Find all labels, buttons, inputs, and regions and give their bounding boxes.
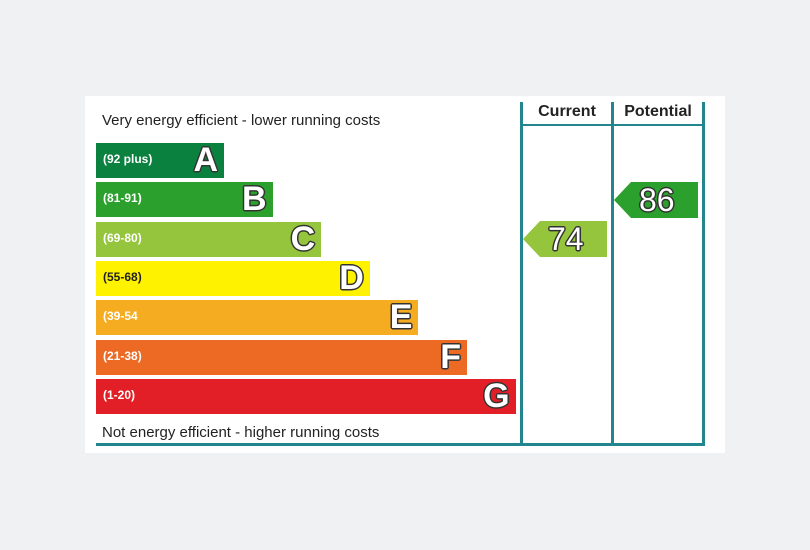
energy-rating-chart: Very energy efficient - lower running co… bbox=[85, 96, 725, 453]
band-letter: G bbox=[483, 376, 510, 415]
band-f: (21-38) F bbox=[96, 337, 467, 376]
band-range-label: (55-68) bbox=[103, 269, 142, 284]
rule-potential-right bbox=[702, 102, 705, 446]
band-range-label: (1-20) bbox=[103, 387, 136, 402]
band-a: (92 plus) A bbox=[96, 141, 224, 179]
potential-rating-value: 86 bbox=[639, 181, 675, 218]
band-c: (69-80) C bbox=[96, 219, 322, 258]
band-letter: A bbox=[193, 141, 218, 179]
rule-current-left bbox=[520, 102, 523, 446]
bottom-caption: Not energy efficient - higher running co… bbox=[102, 424, 380, 441]
top-caption: Very energy efficient - lower running co… bbox=[102, 112, 381, 129]
current-rating-arrow: 74 bbox=[523, 221, 607, 258]
rule-header bbox=[520, 124, 705, 126]
current-rating-value: 74 bbox=[548, 221, 584, 258]
potential-rating-arrow: 86 bbox=[614, 181, 698, 218]
band-b: (81-91) B bbox=[96, 180, 273, 219]
band-letter: F bbox=[440, 337, 461, 376]
rule-bottom bbox=[96, 443, 705, 446]
band-range-label: (39-54 bbox=[103, 309, 138, 324]
band-d: (55-68) D bbox=[96, 258, 370, 297]
potential-arrow-shape bbox=[614, 181, 698, 218]
band-g: (1-20) G bbox=[96, 376, 516, 415]
current-arrow-shape bbox=[523, 221, 607, 258]
band-range-label: (69-80) bbox=[103, 230, 142, 245]
band-letter: B bbox=[242, 180, 267, 219]
potential-column-header: Potential bbox=[624, 103, 692, 120]
band-e: (39-54 E bbox=[96, 298, 419, 337]
potential-arrow-body bbox=[614, 181, 698, 218]
band-range-label: (81-91) bbox=[103, 191, 142, 206]
band-range-label: (92 plus) bbox=[103, 152, 153, 166]
current-column-header: Current bbox=[538, 103, 596, 120]
rule-current-right bbox=[611, 102, 614, 446]
band-range-label: (21-38) bbox=[103, 348, 142, 363]
band-letter: C bbox=[290, 219, 316, 258]
band-letter: D bbox=[339, 258, 364, 297]
band-letter: E bbox=[389, 298, 413, 337]
current-arrow-body bbox=[523, 221, 607, 258]
